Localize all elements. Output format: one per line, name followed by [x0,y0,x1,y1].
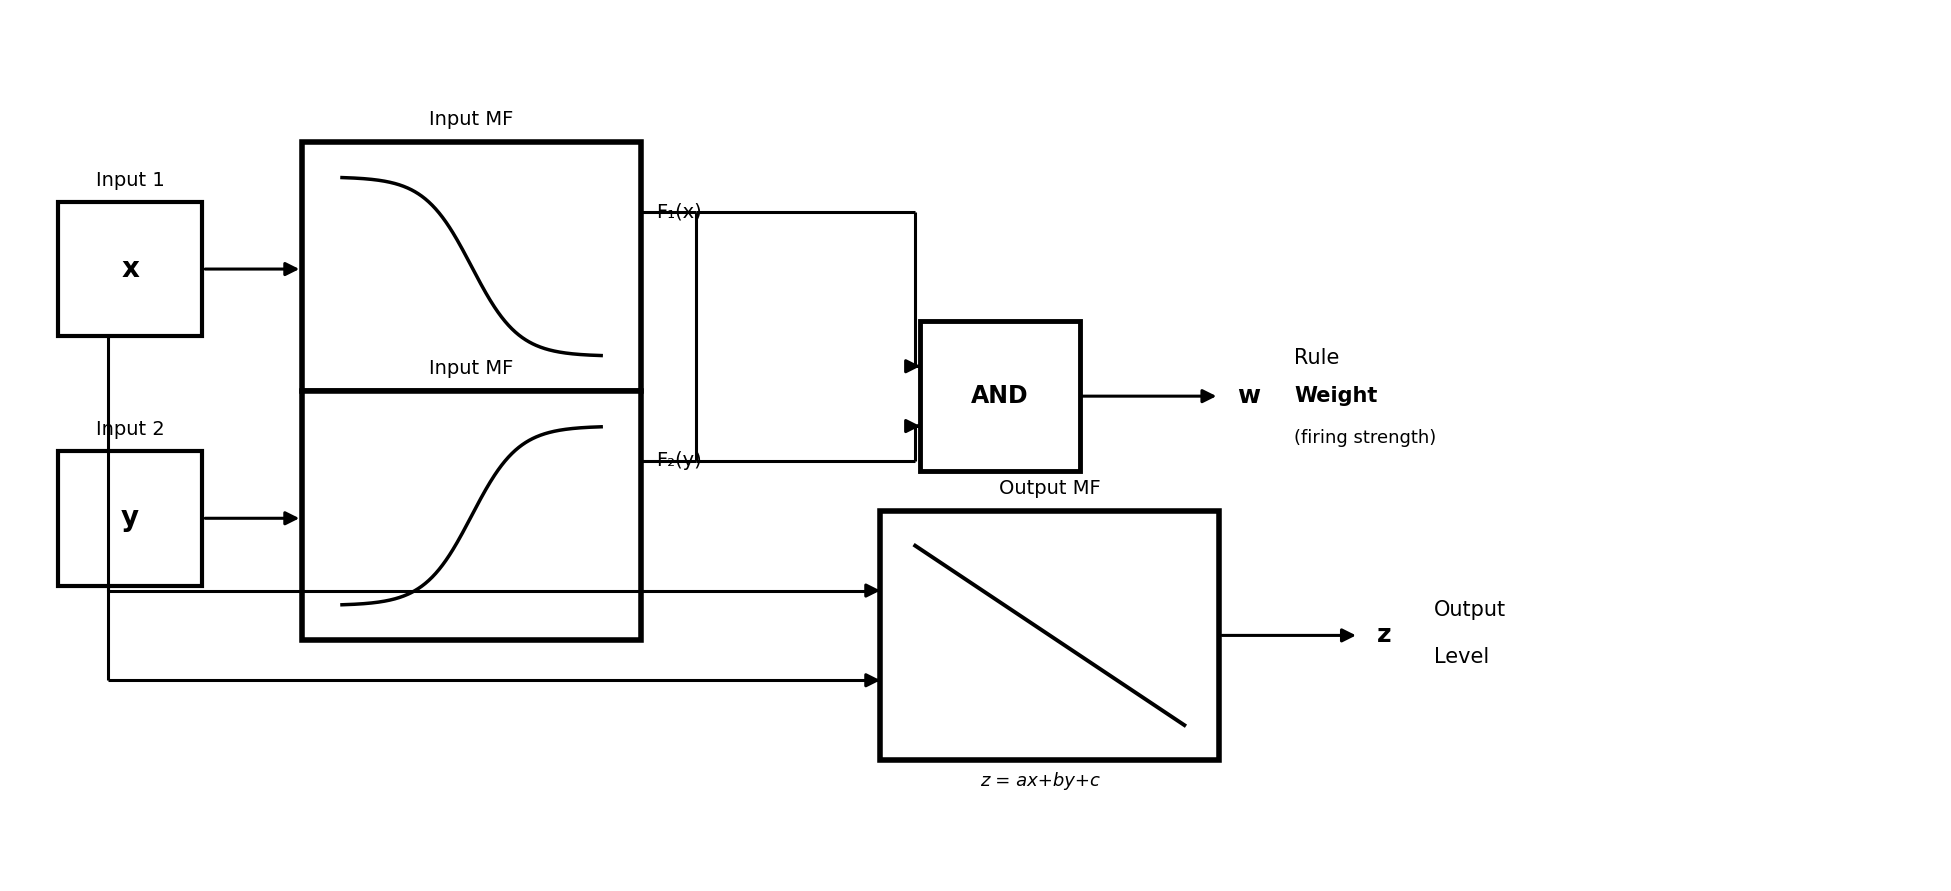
Text: w: w [1237,384,1260,408]
Text: Input 2: Input 2 [96,420,164,439]
Bar [880,511,1219,760]
Text: Input 1: Input 1 [96,171,164,190]
Text: x: x [121,255,139,283]
Text: z: z [1377,624,1391,648]
Text: Level: Level [1434,648,1489,667]
Bar [302,142,642,391]
Text: Weight: Weight [1294,386,1377,406]
Text: (firing strength): (firing strength) [1294,429,1436,447]
Text: Input MF: Input MF [429,359,513,378]
Text: y: y [121,504,139,532]
Bar [302,391,642,641]
Text: z = ax+by+c: z = ax+by+c [979,772,1100,790]
Text: Output MF: Output MF [999,478,1100,498]
Bar [59,451,203,585]
Text: F₂(y): F₂(y) [656,452,702,470]
Text: AND: AND [972,384,1028,408]
Bar [59,201,203,336]
Text: Output: Output [1434,601,1506,620]
Bar [921,322,1079,471]
Text: Rule: Rule [1294,348,1340,368]
Text: Input MF: Input MF [429,110,513,129]
Text: F₁(x): F₁(x) [656,202,702,221]
